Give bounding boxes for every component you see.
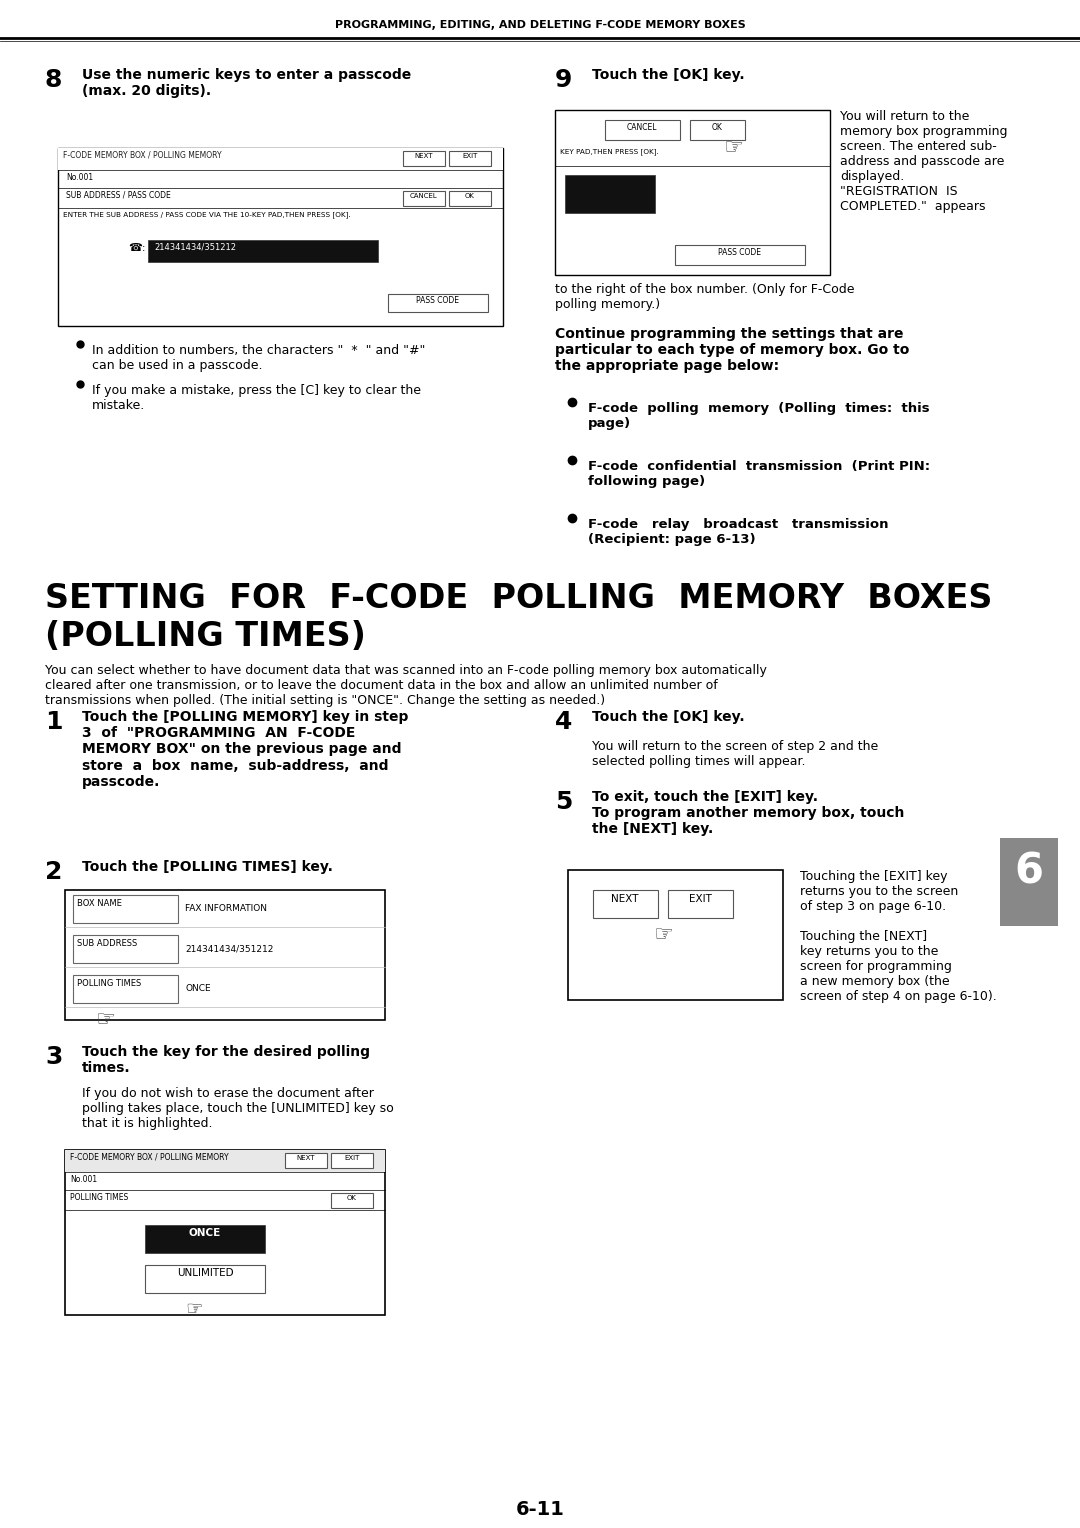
Bar (58, 148, 503, 325)
Text: OK: OK (347, 1195, 356, 1201)
Bar (65, 1151, 384, 1316)
Bar (145, 1225, 265, 1253)
Text: F-code   relay   broadcast   transmission
(Recipient: page 6-13): F-code relay broadcast transmission (Rec… (588, 518, 889, 545)
Text: 214341434/351212: 214341434/351212 (154, 243, 237, 252)
Bar (568, 869, 783, 999)
Text: to the right of the box number. (Only for F-Code
polling memory.): to the right of the box number. (Only fo… (555, 283, 854, 312)
Text: If you do not wish to erase the document after
polling takes place, touch the [U: If you do not wish to erase the document… (82, 1086, 394, 1131)
Text: Touch the [POLLING TIMES] key.: Touch the [POLLING TIMES] key. (82, 860, 333, 874)
Text: Touch the [OK] key.: Touch the [OK] key. (592, 711, 744, 724)
Text: No.001: No.001 (70, 1175, 97, 1184)
Bar (403, 191, 445, 206)
Text: Touch the [POLLING MEMORY] key in step
3  of  "PROGRAMMING  AN  F-CODE
MEMORY BO: Touch the [POLLING MEMORY] key in step 3… (82, 711, 408, 788)
Text: KEY PAD,THEN PRESS [OK].: KEY PAD,THEN PRESS [OK]. (561, 148, 659, 154)
Bar (403, 151, 445, 167)
Bar (555, 110, 831, 275)
Text: 6-11: 6-11 (515, 1500, 565, 1519)
Bar (148, 240, 378, 261)
Text: To exit, touch the [EXIT] key.
To program another memory box, touch
the [NEXT] k: To exit, touch the [EXIT] key. To progra… (592, 790, 904, 836)
Bar (330, 1193, 373, 1209)
Text: (POLLING TIMES): (POLLING TIMES) (45, 620, 366, 652)
Text: BOX NAME: BOX NAME (77, 898, 122, 908)
Bar (449, 191, 491, 206)
Text: ONCE: ONCE (189, 1229, 221, 1238)
Text: NEXT: NEXT (611, 894, 638, 905)
Text: F-code  confidential  transmission  (Print PIN:
following page): F-code confidential transmission (Print … (588, 460, 930, 487)
Bar (388, 293, 488, 312)
Text: No.001: No.001 (66, 173, 93, 182)
Text: SUB ADDRESS / PASS CODE: SUB ADDRESS / PASS CODE (66, 191, 171, 200)
Text: EXIT: EXIT (689, 894, 712, 905)
Bar (565, 176, 654, 212)
Bar (605, 121, 680, 141)
Text: ONCE: ONCE (185, 984, 211, 993)
Bar (690, 121, 745, 141)
Text: EXIT: EXIT (345, 1155, 360, 1161)
Text: 9: 9 (555, 69, 572, 92)
Text: ☞: ☞ (653, 924, 673, 944)
Text: Touch the key for the desired polling
times.: Touch the key for the desired polling ti… (82, 1045, 370, 1076)
Text: SETTING  FOR  F-CODE  POLLING  MEMORY  BOXES: SETTING FOR F-CODE POLLING MEMORY BOXES (45, 582, 993, 614)
Bar (65, 1151, 384, 1172)
Text: CANCEL: CANCEL (410, 193, 437, 199)
Bar (73, 935, 178, 963)
Text: In addition to numbers, the characters "  *  " and "#"
can be used in a passcode: In addition to numbers, the characters "… (92, 344, 426, 371)
Text: NEXT: NEXT (415, 153, 433, 159)
Text: 8: 8 (45, 69, 63, 92)
Text: FAX INFORMATION: FAX INFORMATION (185, 905, 267, 914)
Text: ☞: ☞ (723, 138, 743, 157)
Text: ☎:: ☎: (129, 243, 146, 254)
Text: 4: 4 (555, 711, 572, 733)
Bar (145, 1265, 265, 1293)
Text: Continue programming the settings that are
particular to each type of memory box: Continue programming the settings that a… (555, 327, 909, 373)
Text: PASS CODE: PASS CODE (718, 248, 761, 257)
Text: ☞: ☞ (185, 1300, 203, 1319)
Text: OK: OK (465, 193, 475, 199)
Text: 214341434/351212: 214341434/351212 (185, 944, 273, 953)
Text: F-code  polling  memory  (Polling  times:  this
page): F-code polling memory (Polling times: th… (588, 402, 930, 429)
Text: 1: 1 (45, 711, 63, 733)
Text: 3: 3 (45, 1045, 63, 1070)
Text: UNLIMITED: UNLIMITED (177, 1268, 233, 1277)
Text: F-CODE MEMORY BOX / POLLING MEMORY: F-CODE MEMORY BOX / POLLING MEMORY (63, 151, 221, 160)
Bar (73, 895, 178, 923)
Text: Touching the [EXIT] key
returns you to the screen
of step 3 on page 6-10.

Touch: Touching the [EXIT] key returns you to t… (800, 869, 997, 1002)
Text: You will return to the
memory box programming
screen. The entered sub-
address a: You will return to the memory box progra… (840, 110, 1008, 212)
Bar (449, 151, 491, 167)
Text: NEXT: NEXT (297, 1155, 315, 1161)
Bar (65, 889, 384, 1021)
Text: POLLING TIMES: POLLING TIMES (70, 1193, 129, 1203)
Bar (675, 244, 805, 264)
Text: ENTER THE SUB ADDRESS / PASS CODE VIA THE 10-KEY PAD,THEN PRESS [OK].: ENTER THE SUB ADDRESS / PASS CODE VIA TH… (63, 211, 351, 219)
Bar (285, 1154, 327, 1167)
Text: If you make a mistake, press the [C] key to clear the
mistake.: If you make a mistake, press the [C] key… (92, 384, 421, 413)
Text: 2: 2 (45, 860, 63, 885)
Text: You will return to the screen of step 2 and the
selected polling times will appe: You will return to the screen of step 2 … (592, 740, 878, 769)
Text: PROGRAMMING, EDITING, AND DELETING F-CODE MEMORY BOXES: PROGRAMMING, EDITING, AND DELETING F-COD… (335, 20, 745, 31)
Text: PASS CODE: PASS CODE (417, 296, 459, 306)
Text: OK: OK (712, 122, 723, 131)
Text: F-CODE MEMORY BOX / POLLING MEMORY: F-CODE MEMORY BOX / POLLING MEMORY (70, 1154, 229, 1161)
Bar (73, 975, 178, 1002)
Text: You can select whether to have document data that was scanned into an F-code pol: You can select whether to have document … (45, 665, 767, 707)
Text: EXIT: EXIT (462, 153, 477, 159)
Text: 6: 6 (1014, 850, 1043, 892)
Text: ☞: ☞ (95, 1010, 114, 1030)
Text: SUB ADDRESS: SUB ADDRESS (77, 940, 137, 947)
Text: Touch the [OK] key.: Touch the [OK] key. (592, 69, 744, 83)
Bar (1000, 837, 1058, 926)
Text: CANCEL: CANCEL (626, 122, 658, 131)
Bar (330, 1154, 373, 1167)
Bar (669, 889, 733, 918)
Text: Use the numeric keys to enter a passcode
(max. 20 digits).: Use the numeric keys to enter a passcode… (82, 69, 411, 98)
Text: POLLING TIMES: POLLING TIMES (77, 979, 141, 989)
Bar (593, 889, 658, 918)
Text: 5: 5 (555, 790, 572, 814)
Bar (58, 148, 503, 170)
